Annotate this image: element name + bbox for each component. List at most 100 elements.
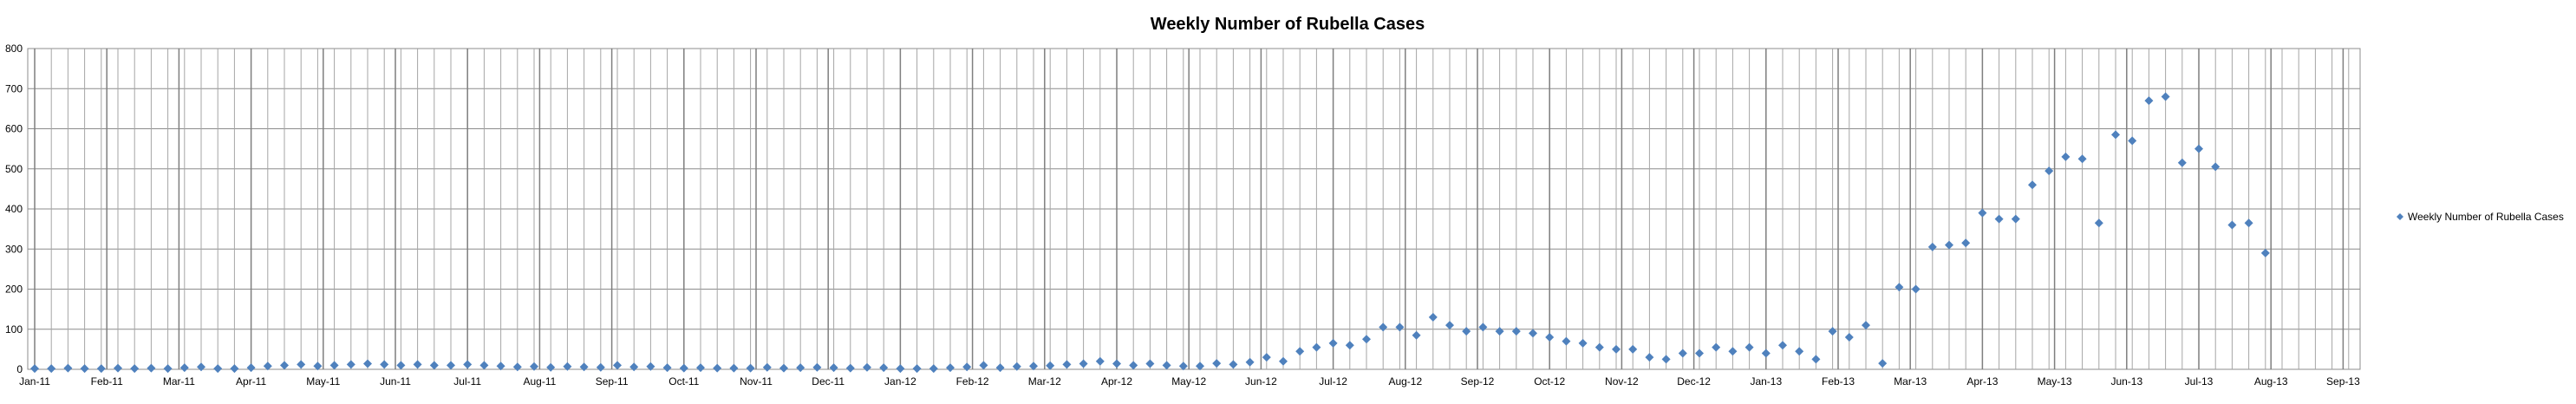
data-point — [662, 363, 672, 373]
data-point — [696, 363, 705, 373]
y-tick-label: 0 — [16, 363, 23, 375]
data-point — [1678, 349, 1687, 358]
data-point — [230, 364, 239, 374]
x-tick-label: Apr-12 — [1101, 375, 1132, 388]
x-tick-label: Sep-13 — [2326, 375, 2360, 388]
data-point — [246, 363, 256, 373]
data-point — [2227, 220, 2237, 230]
data-point — [130, 364, 140, 374]
data-point — [1795, 347, 1804, 356]
data-point — [1529, 329, 1537, 338]
data-point — [1728, 347, 1738, 356]
x-tick-label: Apr-13 — [1966, 375, 1998, 388]
data-point — [779, 363, 788, 373]
data-point — [879, 363, 889, 373]
data-point — [297, 360, 306, 369]
data-point — [1428, 312, 1438, 322]
data-point — [1062, 360, 1072, 369]
data-point — [2211, 162, 2221, 172]
data-point — [946, 363, 955, 373]
x-tick-label: Oct-11 — [668, 375, 699, 388]
data-point — [1295, 347, 1305, 356]
data-point — [1162, 361, 1171, 370]
y-tick-label: 100 — [5, 323, 23, 336]
data-point — [1745, 342, 1754, 352]
data-point — [863, 362, 871, 372]
data-point — [845, 363, 855, 373]
data-point — [396, 361, 406, 370]
data-point — [1178, 362, 1188, 371]
data-point — [1079, 359, 1088, 368]
data-point — [1112, 359, 1121, 368]
data-point — [1129, 361, 1138, 370]
data-point — [995, 363, 1005, 373]
data-point — [1828, 327, 1837, 336]
data-point — [1229, 360, 1238, 369]
x-tick-label: May-13 — [2038, 375, 2072, 388]
data-point — [512, 362, 522, 372]
data-point — [2194, 144, 2203, 153]
data-point — [646, 362, 655, 371]
x-tick-label: Aug-12 — [1388, 375, 1422, 388]
data-point — [629, 362, 639, 372]
data-point — [2077, 154, 2087, 164]
data-point — [1012, 362, 1021, 371]
data-point — [2111, 130, 2120, 140]
x-tick-label: Jan-12 — [884, 375, 916, 388]
data-point — [1695, 349, 1704, 358]
data-point — [1511, 327, 1521, 336]
data-point — [263, 362, 272, 371]
data-point — [2161, 92, 2170, 101]
data-point — [1927, 242, 1937, 251]
y-tick-label: 300 — [5, 243, 23, 255]
data-point — [979, 361, 988, 370]
data-point — [413, 360, 422, 369]
x-tick-label: Feb-12 — [956, 375, 989, 388]
data-point — [1196, 362, 1204, 371]
data-point — [80, 364, 89, 374]
data-point — [962, 362, 972, 372]
x-tick-label: Dec-11 — [812, 375, 845, 388]
data-point — [1578, 338, 1588, 348]
x-tick-label: Dec-12 — [1677, 375, 1711, 388]
data-point — [213, 364, 223, 374]
legend-marker — [2397, 213, 2403, 220]
x-tick-label: Mar-11 — [163, 375, 195, 388]
data-point — [762, 362, 772, 372]
data-point — [1362, 335, 1371, 344]
data-point — [463, 360, 473, 369]
data-point — [329, 361, 339, 370]
data-point — [363, 359, 372, 368]
data-point — [479, 361, 489, 370]
legend: Weekly Number of Rubella Cases — [2397, 211, 2564, 223]
x-tick-label: Oct-12 — [1534, 375, 1565, 388]
data-point — [496, 362, 505, 371]
data-point — [1961, 238, 1971, 248]
data-point — [280, 361, 289, 370]
data-point — [163, 364, 173, 374]
data-point — [1145, 359, 1155, 368]
data-point — [1595, 342, 1604, 352]
data-point — [2144, 96, 2154, 106]
data-point — [1412, 330, 1421, 340]
y-tick-label: 700 — [5, 82, 23, 94]
data-point — [1978, 208, 1987, 218]
x-tick-label: Jul-11 — [453, 375, 481, 388]
data-point — [1046, 361, 1055, 370]
x-tick-label: Nov-12 — [1605, 375, 1639, 388]
x-tick-label: May-12 — [1171, 375, 1206, 388]
data-point — [1844, 333, 1854, 342]
data-point — [530, 362, 538, 371]
data-point — [1878, 359, 1888, 368]
x-tick-label: May-11 — [306, 375, 340, 388]
data-point — [1628, 344, 1638, 354]
data-point — [1645, 353, 1654, 362]
data-point — [679, 363, 688, 373]
data-point — [713, 363, 722, 373]
data-point — [1612, 344, 1621, 354]
y-axis-tick-labels: 0 100 200 300 400 500 600 700 800 — [5, 42, 23, 375]
x-tick-label: Feb-11 — [91, 375, 123, 388]
data-point — [729, 363, 739, 373]
